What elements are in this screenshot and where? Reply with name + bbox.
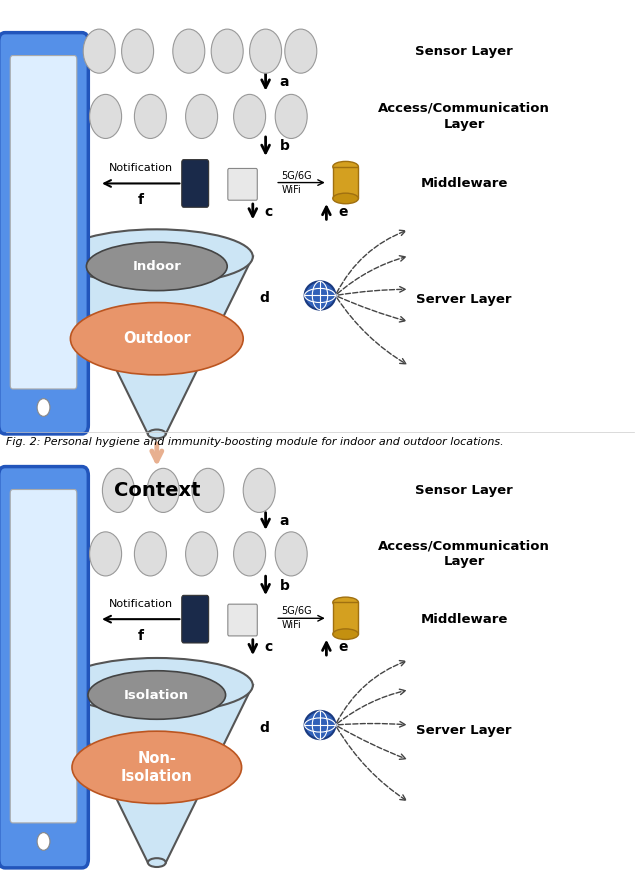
Text: a: a	[280, 75, 289, 89]
Text: c: c	[264, 205, 273, 219]
Text: c: c	[264, 640, 273, 654]
Circle shape	[134, 94, 166, 138]
FancyBboxPatch shape	[228, 168, 257, 200]
Text: Notification: Notification	[109, 599, 173, 609]
Text: a: a	[280, 514, 289, 528]
Text: WiFi: WiFi	[282, 184, 301, 195]
Text: Sensor Layer: Sensor Layer	[415, 484, 513, 497]
Text: Server Layer: Server Layer	[416, 724, 512, 736]
Circle shape	[275, 532, 307, 576]
Text: Middleware: Middleware	[420, 177, 508, 190]
Circle shape	[186, 532, 218, 576]
FancyBboxPatch shape	[182, 160, 209, 207]
Text: Notification: Notification	[109, 163, 173, 173]
Text: Outdoor: Outdoor	[123, 331, 191, 347]
Text: Indoor: Indoor	[132, 260, 181, 273]
Text: WiFi: WiFi	[282, 620, 301, 631]
FancyBboxPatch shape	[10, 56, 77, 389]
Polygon shape	[333, 167, 358, 198]
Ellipse shape	[61, 658, 253, 713]
Text: Sensor Layer: Sensor Layer	[415, 45, 513, 57]
FancyBboxPatch shape	[0, 33, 88, 434]
Text: Non-
Isolation: Non- Isolation	[121, 751, 193, 783]
Text: Middleware: Middleware	[420, 613, 508, 625]
Ellipse shape	[333, 161, 358, 172]
Circle shape	[102, 468, 134, 512]
Ellipse shape	[148, 858, 166, 867]
Circle shape	[147, 468, 179, 512]
Text: b: b	[280, 139, 289, 153]
Text: e: e	[338, 205, 348, 219]
Circle shape	[211, 29, 243, 73]
Circle shape	[173, 29, 205, 73]
Polygon shape	[61, 257, 253, 434]
Text: d: d	[259, 721, 269, 735]
Text: 5G/6G: 5G/6G	[282, 170, 312, 181]
FancyBboxPatch shape	[228, 604, 257, 636]
Text: f: f	[138, 193, 144, 207]
Ellipse shape	[305, 281, 335, 310]
Circle shape	[122, 29, 154, 73]
Ellipse shape	[305, 711, 335, 739]
Ellipse shape	[333, 629, 358, 639]
Text: Fig. 2: Personal hygiene and immunity-boosting module for indoor and outdoor loc: Fig. 2: Personal hygiene and immunity-bo…	[6, 437, 504, 447]
Ellipse shape	[148, 430, 166, 438]
Text: b: b	[280, 579, 289, 593]
Circle shape	[37, 399, 50, 416]
Text: 5G/6G: 5G/6G	[282, 606, 312, 617]
Circle shape	[83, 29, 115, 73]
Ellipse shape	[333, 597, 358, 608]
Circle shape	[234, 532, 266, 576]
FancyBboxPatch shape	[182, 595, 209, 643]
Ellipse shape	[70, 303, 243, 375]
FancyBboxPatch shape	[0, 467, 88, 868]
Text: Access/Communication
Layer: Access/Communication Layer	[378, 102, 550, 131]
Polygon shape	[61, 685, 253, 863]
Text: Server Layer: Server Layer	[416, 294, 512, 306]
FancyBboxPatch shape	[10, 490, 77, 823]
Text: Isolation: Isolation	[124, 689, 189, 701]
Circle shape	[250, 29, 282, 73]
Circle shape	[275, 94, 307, 138]
Circle shape	[285, 29, 317, 73]
Circle shape	[90, 532, 122, 576]
Circle shape	[90, 94, 122, 138]
Ellipse shape	[61, 229, 253, 284]
Text: f: f	[138, 629, 144, 643]
Ellipse shape	[88, 670, 226, 720]
Text: Context: Context	[113, 481, 200, 500]
Circle shape	[37, 833, 50, 850]
Circle shape	[186, 94, 218, 138]
Ellipse shape	[72, 731, 242, 804]
Ellipse shape	[86, 242, 227, 290]
Circle shape	[134, 532, 166, 576]
Circle shape	[192, 468, 224, 512]
Circle shape	[234, 94, 266, 138]
Text: Access/Communication
Layer: Access/Communication Layer	[378, 540, 550, 568]
Polygon shape	[333, 602, 358, 634]
Circle shape	[243, 468, 275, 512]
Text: e: e	[338, 640, 348, 654]
Text: d: d	[259, 291, 269, 305]
Ellipse shape	[333, 193, 358, 204]
